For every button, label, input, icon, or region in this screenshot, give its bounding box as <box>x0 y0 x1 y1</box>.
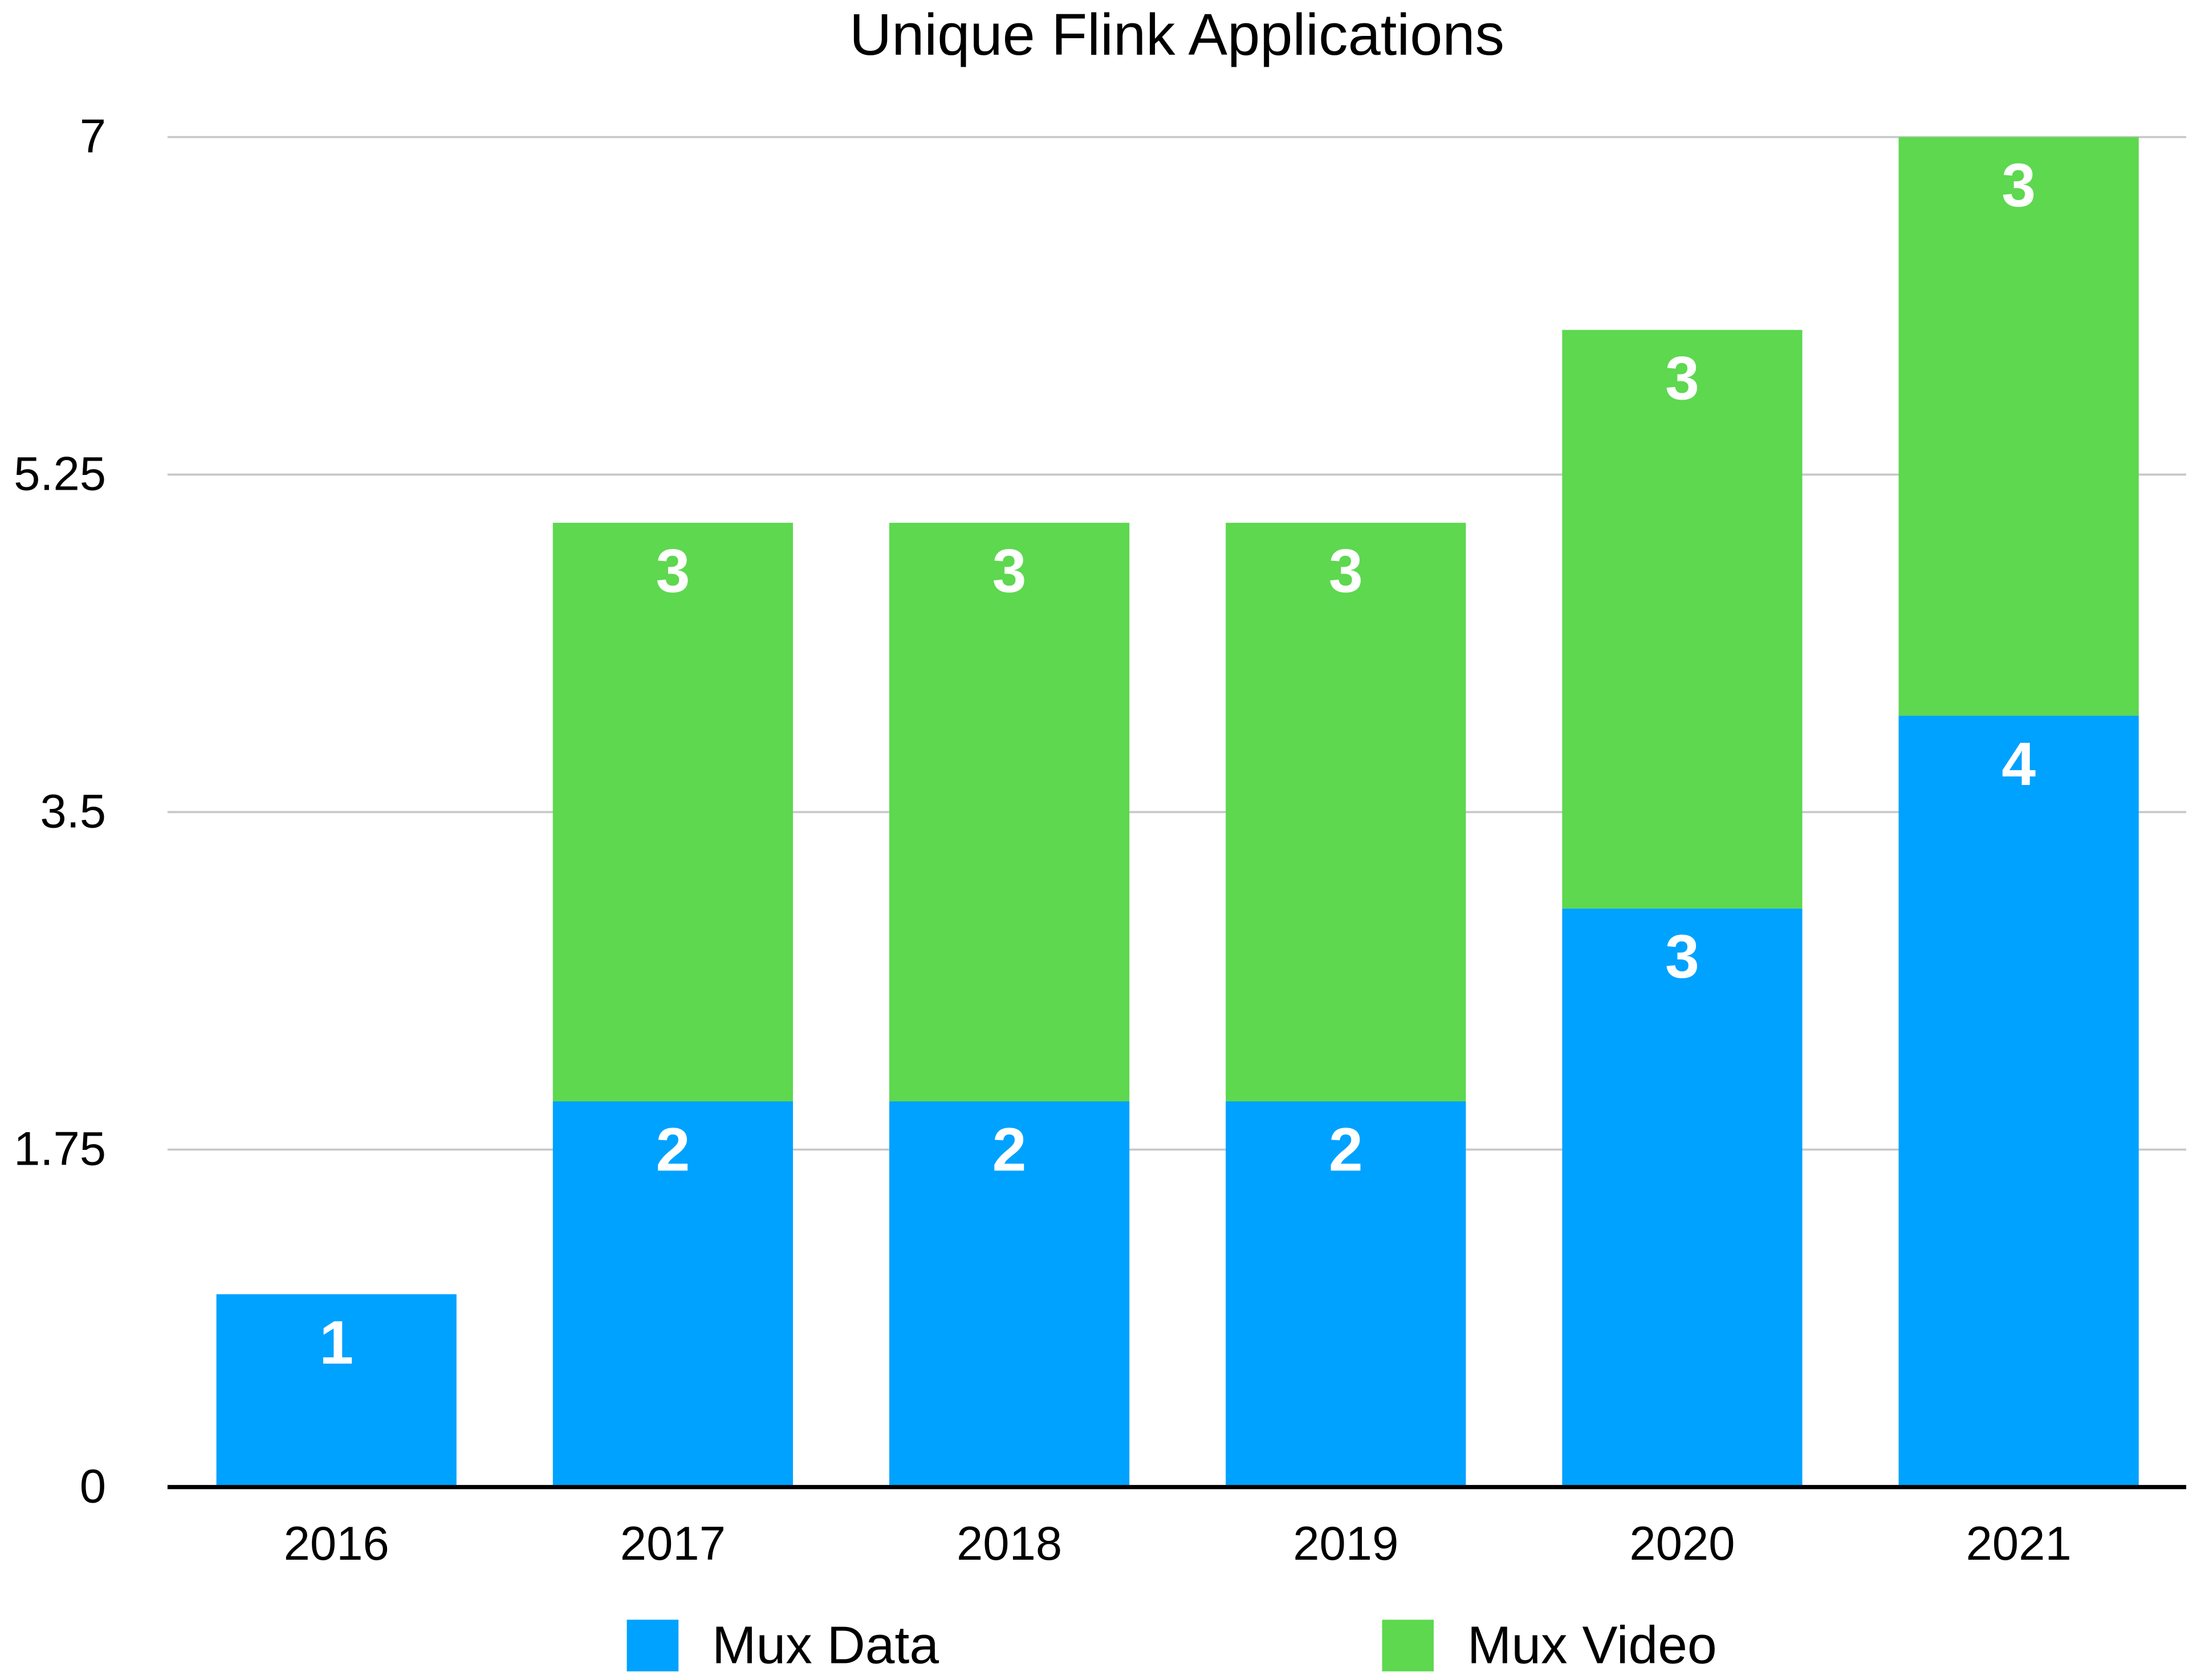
bar-segment <box>1898 715 2139 1487</box>
data-label: 3 <box>1665 922 1699 991</box>
x-tick-label: 2016 <box>284 1517 389 1570</box>
legend-swatch <box>1382 1620 1434 1671</box>
legend-label: Mux Video <box>1467 1615 1717 1674</box>
bar-segment <box>216 1294 457 1487</box>
y-tick-label: 1.75 <box>14 1122 106 1175</box>
data-label: 4 <box>2001 729 2036 798</box>
x-tick-label: 2019 <box>1293 1517 1398 1570</box>
y-tick-label: 0 <box>80 1460 106 1513</box>
legend-swatch <box>626 1620 679 1671</box>
bar-segment <box>1562 330 1803 909</box>
bar-segment <box>889 523 1130 1101</box>
y-tick-label: 7 <box>80 109 106 162</box>
bar-segment <box>1226 1101 1466 1487</box>
x-tick-label: 2018 <box>957 1517 1062 1570</box>
bar-segment <box>1898 137 2139 716</box>
bar-segment <box>552 523 794 1101</box>
data-label: 2 <box>992 1115 1027 1184</box>
legend-label: Mux Data <box>712 1615 939 1674</box>
bar-segment <box>1562 908 1803 1487</box>
y-tick-label: 3.5 <box>40 784 106 837</box>
bar-segment <box>552 1101 794 1487</box>
chart-title: Unique Flink Applications <box>849 2 1504 67</box>
data-label: 1 <box>319 1308 353 1377</box>
bar-segment <box>1226 523 1466 1101</box>
data-label: 3 <box>992 536 1027 605</box>
data-label: 2 <box>656 1115 690 1184</box>
bar-segment <box>889 1101 1130 1487</box>
data-label: 3 <box>1329 536 1363 605</box>
x-tick-label: 2021 <box>1966 1517 2072 1570</box>
x-tick-label: 2017 <box>620 1517 726 1570</box>
data-label: 2 <box>1329 1115 1363 1184</box>
data-label: 3 <box>1665 343 1699 412</box>
data-label: 3 <box>2001 150 2036 219</box>
data-label: 3 <box>656 536 690 605</box>
y-tick-label: 5.25 <box>14 447 106 500</box>
x-tick-label: 2020 <box>1629 1517 1735 1570</box>
